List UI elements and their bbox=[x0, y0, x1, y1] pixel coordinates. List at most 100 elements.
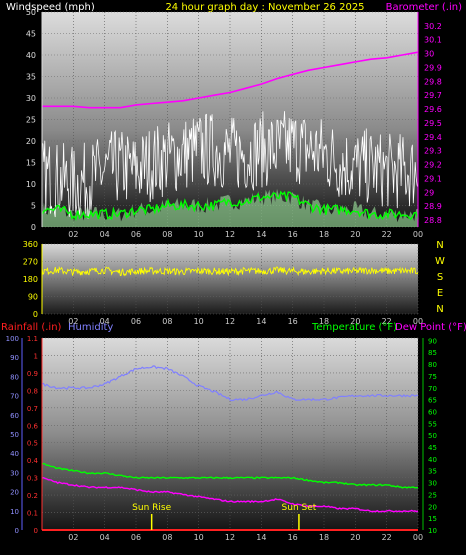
windspeed-series-line bbox=[41, 111, 419, 219]
barometer-title: Barometer (.in) bbox=[386, 2, 462, 13]
rainfall-tick-label: 0.7 bbox=[27, 405, 38, 413]
humidity-temp-panel-marks: Sun Rise Sun Set bbox=[41, 365, 419, 531]
temperature-series-line bbox=[41, 462, 419, 489]
x-tick-label: 16 bbox=[288, 317, 298, 326]
wind-panel-marks bbox=[41, 51, 419, 227]
x-tick-label: 20 bbox=[350, 230, 360, 239]
temperature-tick-label: 20 bbox=[428, 503, 437, 511]
windspeed-tick-label: 10 bbox=[26, 180, 36, 189]
x-tick-label: 06 bbox=[131, 230, 141, 239]
humidity-tick-label: 90 bbox=[10, 354, 19, 362]
temperature-tick-label: 40 bbox=[428, 456, 437, 464]
temperature-tick-label: 65 bbox=[428, 397, 437, 405]
x-tick-label: 00 bbox=[413, 317, 423, 326]
x-tick-label: 02 bbox=[68, 533, 78, 542]
rainfall-tick-label: 0.4 bbox=[27, 457, 39, 465]
rainfall-tick-label: 0.2 bbox=[27, 492, 38, 500]
barometer-tick-label: 29.8 bbox=[424, 77, 442, 86]
windspeed-tick-label: 5 bbox=[31, 202, 36, 211]
wind-gust-area bbox=[42, 188, 418, 227]
rainfall-label: Rainfall (.in) bbox=[1, 322, 62, 333]
windspeed-tick-label: 20 bbox=[26, 137, 36, 146]
temperature-tick-label: 30 bbox=[428, 480, 437, 488]
compass-label: N bbox=[436, 240, 443, 251]
humidity-label: Humidity bbox=[68, 322, 113, 333]
barometer-tick-label: 30.2 bbox=[424, 22, 442, 31]
dewpoint-label: Dew Point (°F) bbox=[395, 322, 466, 333]
rainfall-tick-label: 0.1 bbox=[27, 510, 38, 518]
temperature-tick-label: 35 bbox=[428, 468, 437, 476]
compass-label: N bbox=[436, 304, 443, 315]
x-tick-label: 08 bbox=[162, 533, 172, 542]
temperature-tick-label: 60 bbox=[428, 408, 437, 416]
x-tick-label: 00 bbox=[413, 230, 423, 239]
temperature-tick-label: 70 bbox=[428, 385, 437, 393]
temperature-label: Temperature (°F) bbox=[311, 322, 397, 333]
x-tick-label: 10 bbox=[194, 533, 204, 542]
windspeed-tick-label: 45 bbox=[26, 30, 36, 39]
direction-tick-label: 360 bbox=[23, 240, 38, 249]
windspeed-tick-label: 25 bbox=[26, 116, 36, 125]
temperature-tick-label: 15 bbox=[428, 515, 437, 523]
compass-label: W bbox=[435, 256, 445, 267]
windspeed-tick-label: 50 bbox=[26, 8, 36, 17]
temperature-tick-label: 55 bbox=[428, 420, 437, 428]
x-tick-label: 22 bbox=[382, 533, 392, 542]
rainfall-tick-label: 0.3 bbox=[27, 475, 38, 483]
rainfall-tick-label: 0.9 bbox=[27, 370, 38, 378]
x-tick-label: 22 bbox=[382, 317, 392, 326]
x-tick-label: 12 bbox=[225, 317, 235, 326]
windspeed-title: Windspeed (mph) bbox=[6, 2, 95, 13]
x-tick-label: 12 bbox=[225, 230, 235, 239]
barometer-tick-label: 28.8 bbox=[424, 216, 442, 225]
dewpoint-series-line bbox=[41, 476, 419, 513]
humidity-temp-panel-axes: 0 0.1 0.2 0.3 0.4 0.5 0.6 0.7 0.8 0.9 1 1.1 0 10 20 30 4… bbox=[6, 335, 437, 542]
barometer-series-line bbox=[42, 51, 419, 109]
windspeed-tick-label: 15 bbox=[26, 159, 36, 168]
direction-panel-marks bbox=[41, 265, 419, 277]
graph-day-title: 24 hour graph day : November 26 2025 bbox=[165, 2, 364, 13]
x-tick-label: 18 bbox=[319, 533, 329, 542]
barometer-tick-label: 29.5 bbox=[424, 119, 442, 128]
x-tick-label: 06 bbox=[131, 533, 141, 542]
humidity-tick-label: 70 bbox=[10, 393, 19, 401]
windspeed-tick-label: 40 bbox=[26, 51, 36, 60]
barometer-tick-label: 29 bbox=[424, 188, 434, 197]
average-windspeed-series-line bbox=[41, 190, 419, 221]
rainfall-tick-label: 0.5 bbox=[27, 440, 38, 448]
humidity-tick-label: 80 bbox=[10, 373, 19, 381]
rainfall-tick-label: 0.8 bbox=[27, 387, 38, 395]
sun-event-label: Sun Set bbox=[282, 503, 317, 513]
windspeed-tick-label: 35 bbox=[26, 73, 36, 82]
barometer-tick-label: 29.2 bbox=[424, 161, 442, 170]
rainfall-tick-label: 0.6 bbox=[27, 422, 39, 430]
direction-panel-background bbox=[42, 244, 418, 314]
x-tick-label: 20 bbox=[350, 533, 360, 542]
rainfall-tick-label: 1.1 bbox=[27, 335, 38, 343]
barometer-tick-label: 29.4 bbox=[424, 133, 442, 142]
temperature-tick-label: 80 bbox=[428, 361, 437, 369]
direction-tick-label: 180 bbox=[23, 275, 38, 284]
x-tick-label: 16 bbox=[288, 230, 298, 239]
temperature-tick-label: 10 bbox=[428, 527, 437, 535]
temperature-tick-label: 50 bbox=[428, 432, 437, 440]
x-tick-label: 14 bbox=[256, 230, 266, 239]
compass-label: S bbox=[437, 272, 443, 283]
barometer-tick-label: 29.7 bbox=[424, 91, 442, 100]
barometer-tick-label: 28.9 bbox=[424, 202, 442, 211]
barometer-tick-label: 29.1 bbox=[424, 174, 442, 183]
barometer-tick-label: 29.3 bbox=[424, 147, 442, 156]
humidity-tick-label: 10 bbox=[10, 508, 19, 516]
x-tick-label: 04 bbox=[100, 533, 110, 542]
sun-event-label: Sun Rise bbox=[132, 503, 171, 513]
x-tick-label: 00 bbox=[413, 533, 423, 542]
humidity-tick-label: 0 bbox=[15, 527, 19, 535]
humidity-tick-label: 20 bbox=[10, 489, 19, 497]
x-tick-label: 18 bbox=[319, 317, 329, 326]
barometer-tick-label: 29.6 bbox=[424, 105, 442, 114]
x-tick-label: 02 bbox=[68, 317, 78, 326]
humidity-tick-label: 50 bbox=[10, 431, 19, 439]
x-tick-label: 08 bbox=[162, 230, 172, 239]
